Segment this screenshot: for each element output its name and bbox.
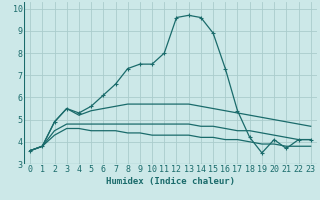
X-axis label: Humidex (Indice chaleur): Humidex (Indice chaleur) <box>106 177 235 186</box>
